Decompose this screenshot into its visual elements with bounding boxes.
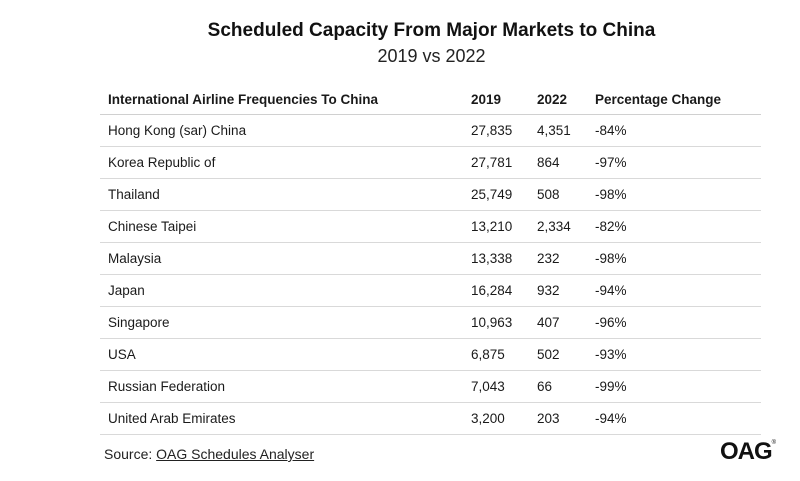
table-row: Korea Republic of 27,781 864 -97% [100, 146, 761, 179]
cell-2022: 932 [529, 274, 587, 307]
column-header-percentage-change: Percentage Change [587, 84, 761, 115]
cell-2022: 66 [529, 370, 587, 403]
cell-percentage-change: -97% [587, 146, 761, 179]
cell-2019: 27,835 [463, 114, 529, 147]
source-label: Source: [104, 446, 153, 462]
table-row: USA 6,875 502 -93% [100, 338, 761, 371]
cell-country: Russian Federation [100, 370, 463, 403]
cell-2022: 502 [529, 338, 587, 371]
table-row: Japan 16,284 932 -94% [100, 274, 761, 307]
cell-2019: 10,963 [463, 306, 529, 339]
column-header-2022: 2022 [529, 84, 587, 115]
cell-2019: 3,200 [463, 402, 529, 435]
cell-2022: 864 [529, 146, 587, 179]
cell-2019: 16,284 [463, 274, 529, 307]
capacity-table-container: International Airline Frequencies To Chi… [100, 84, 761, 435]
logo-text: OAG [720, 438, 773, 465]
source-note: Source: OAG Schedules Analyser [104, 446, 314, 462]
cell-country: Hong Kong (sar) China [100, 114, 463, 147]
cell-2019: 27,781 [463, 146, 529, 179]
table-header-row: International Airline Frequencies To Chi… [100, 84, 761, 115]
page-title: Scheduled Capacity From Major Markets to… [207, 20, 656, 41]
registered-mark: ® [771, 440, 777, 446]
capacity-table: International Airline Frequencies To Chi… [100, 84, 761, 435]
cell-country: Japan [100, 274, 463, 307]
cell-percentage-change: -99% [587, 370, 761, 403]
cell-2019: 13,210 [463, 210, 529, 243]
cell-2019: 7,043 [463, 370, 529, 403]
cell-percentage-change: -93% [587, 338, 761, 371]
cell-2019: 6,875 [463, 338, 529, 371]
table-row: Thailand 25,749 508 -98% [100, 178, 761, 211]
cell-percentage-change: -96% [587, 306, 761, 339]
cell-2022: 407 [529, 306, 587, 339]
cell-2019: 25,749 [463, 178, 529, 211]
source-link[interactable]: OAG Schedules Analyser [156, 446, 315, 462]
cell-2019: 13,338 [463, 242, 529, 275]
column-header-2019: 2019 [463, 84, 529, 115]
oag-logo: OAG® [720, 438, 776, 466]
cell-2022: 4,351 [529, 114, 587, 147]
cell-country: Chinese Taipei [100, 210, 463, 243]
cell-country: Singapore [100, 306, 463, 339]
column-header-country: International Airline Frequencies To Chi… [100, 84, 463, 115]
cell-2022: 232 [529, 242, 587, 275]
cell-2022: 508 [529, 178, 587, 211]
cell-percentage-change: -98% [587, 178, 761, 211]
cell-country: Korea Republic of [100, 146, 463, 179]
cell-country: Malaysia [100, 242, 463, 275]
cell-country: United Arab Emirates [100, 402, 463, 435]
cell-percentage-change: -82% [587, 210, 761, 243]
table-row: Malaysia 13,338 232 -98% [100, 242, 761, 275]
cell-country: Thailand [100, 178, 463, 211]
table-row: United Arab Emirates 3,200 203 -94% [100, 402, 761, 435]
cell-2022: 2,334 [529, 210, 587, 243]
table-row: Chinese Taipei 13,210 2,334 -82% [100, 210, 761, 243]
cell-percentage-change: -84% [587, 114, 761, 147]
table-row: Singapore 10,963 407 -96% [100, 306, 761, 339]
cell-percentage-change: -94% [587, 274, 761, 307]
page-subtitle: 2019 vs 2022 [377, 46, 486, 66]
table-row: Hong Kong (sar) China 27,835 4,351 -84% [100, 114, 761, 147]
cell-percentage-change: -94% [587, 402, 761, 435]
cell-2022: 203 [529, 402, 587, 435]
table-row: Russian Federation 7,043 66 -99% [100, 370, 761, 403]
cell-percentage-change: -98% [587, 242, 761, 275]
cell-country: USA [100, 338, 463, 371]
